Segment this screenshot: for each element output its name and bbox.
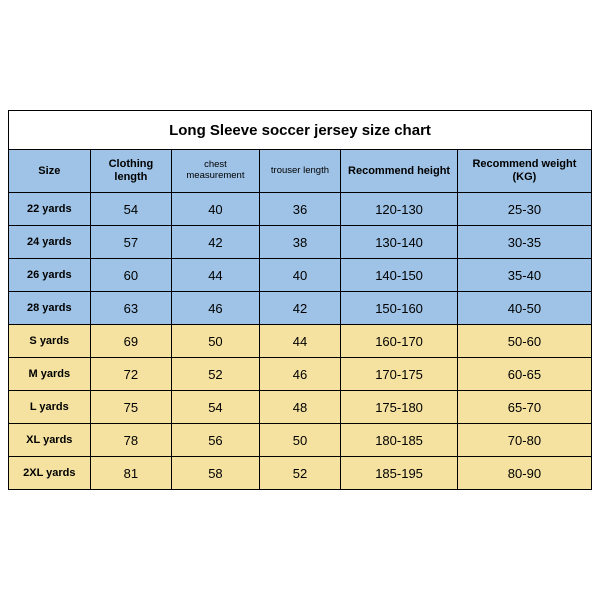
data-cell: 58 <box>172 457 259 490</box>
data-cell: 69 <box>90 325 172 358</box>
column-header: trouser length <box>259 150 341 193</box>
size-chart-table: Long Sleeve soccer jersey size chart Siz… <box>8 110 592 490</box>
data-cell: 65-70 <box>457 391 591 424</box>
table-row: 22 yards544036120-13025-30 <box>9 193 592 226</box>
header-row: SizeClothing lengthchest measurementtrou… <box>9 150 592 193</box>
data-cell: 46 <box>172 292 259 325</box>
data-cell: 50 <box>259 424 341 457</box>
data-cell: 44 <box>172 259 259 292</box>
size-cell: S yards <box>9 325 91 358</box>
data-cell: 40 <box>172 193 259 226</box>
data-cell: 60 <box>90 259 172 292</box>
column-header: chest measurement <box>172 150 259 193</box>
data-cell: 50 <box>172 325 259 358</box>
data-cell: 38 <box>259 226 341 259</box>
table-row: 28 yards634642150-16040-50 <box>9 292 592 325</box>
table-row: M yards725246170-17560-65 <box>9 358 592 391</box>
data-cell: 80-90 <box>457 457 591 490</box>
chart-title: Long Sleeve soccer jersey size chart <box>9 111 592 150</box>
data-cell: 48 <box>259 391 341 424</box>
data-cell: 70-80 <box>457 424 591 457</box>
size-cell: 2XL yards <box>9 457 91 490</box>
size-cell: 26 yards <box>9 259 91 292</box>
data-cell: 185-195 <box>341 457 458 490</box>
data-cell: 180-185 <box>341 424 458 457</box>
data-cell: 81 <box>90 457 172 490</box>
size-cell: 28 yards <box>9 292 91 325</box>
data-cell: 120-130 <box>341 193 458 226</box>
data-cell: 75 <box>90 391 172 424</box>
data-cell: 46 <box>259 358 341 391</box>
column-header: Size <box>9 150 91 193</box>
data-cell: 57 <box>90 226 172 259</box>
data-cell: 150-160 <box>341 292 458 325</box>
table-row: 26 yards604440140-15035-40 <box>9 259 592 292</box>
data-cell: 52 <box>259 457 341 490</box>
size-cell: M yards <box>9 358 91 391</box>
size-cell: L yards <box>9 391 91 424</box>
size-cell: XL yards <box>9 424 91 457</box>
data-cell: 130-140 <box>341 226 458 259</box>
column-header: Clothing length <box>90 150 172 193</box>
data-cell: 60-65 <box>457 358 591 391</box>
title-row: Long Sleeve soccer jersey size chart <box>9 111 592 150</box>
table-row: XL yards785650180-18570-80 <box>9 424 592 457</box>
data-cell: 25-30 <box>457 193 591 226</box>
column-header: Recommend height <box>341 150 458 193</box>
table-row: L yards755448175-18065-70 <box>9 391 592 424</box>
data-cell: 78 <box>90 424 172 457</box>
size-cell: 24 yards <box>9 226 91 259</box>
data-cell: 50-60 <box>457 325 591 358</box>
data-cell: 52 <box>172 358 259 391</box>
data-cell: 160-170 <box>341 325 458 358</box>
data-cell: 54 <box>90 193 172 226</box>
data-cell: 30-35 <box>457 226 591 259</box>
data-cell: 63 <box>90 292 172 325</box>
data-cell: 35-40 <box>457 259 591 292</box>
data-cell: 140-150 <box>341 259 458 292</box>
table-row: 2XL yards815852185-19580-90 <box>9 457 592 490</box>
data-cell: 170-175 <box>341 358 458 391</box>
data-cell: 42 <box>259 292 341 325</box>
data-cell: 175-180 <box>341 391 458 424</box>
data-cell: 44 <box>259 325 341 358</box>
table-row: S yards695044160-17050-60 <box>9 325 592 358</box>
data-cell: 56 <box>172 424 259 457</box>
data-cell: 72 <box>90 358 172 391</box>
data-cell: 40-50 <box>457 292 591 325</box>
data-cell: 54 <box>172 391 259 424</box>
size-cell: 22 yards <box>9 193 91 226</box>
table-row: 24 yards574238130-14030-35 <box>9 226 592 259</box>
data-cell: 36 <box>259 193 341 226</box>
data-cell: 40 <box>259 259 341 292</box>
data-cell: 42 <box>172 226 259 259</box>
column-header: Recommend weight (KG) <box>457 150 591 193</box>
